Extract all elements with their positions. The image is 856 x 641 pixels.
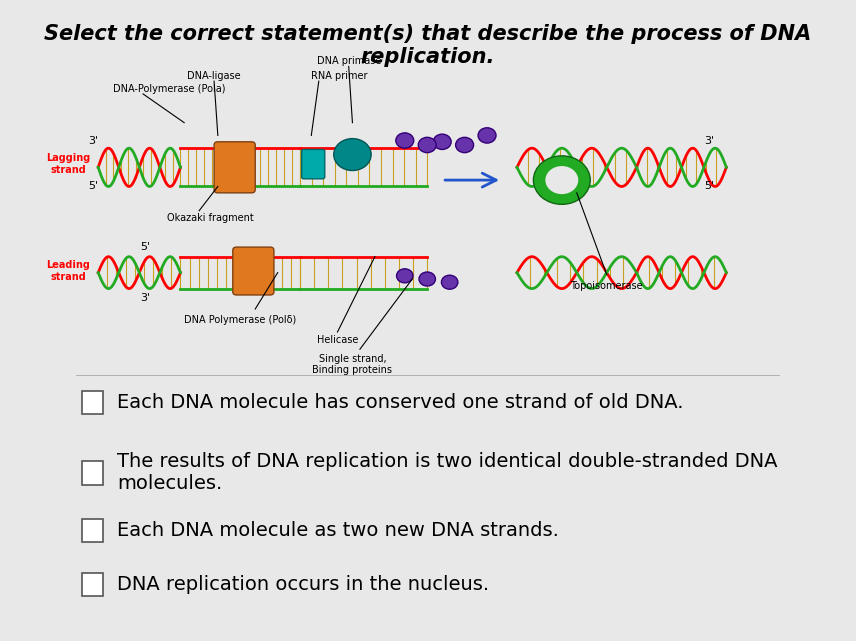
Text: 5': 5' bbox=[88, 181, 98, 192]
Text: Helicase: Helicase bbox=[317, 335, 358, 345]
Text: DNA-ligase: DNA-ligase bbox=[187, 71, 241, 81]
Circle shape bbox=[455, 137, 473, 153]
Circle shape bbox=[478, 128, 496, 143]
Circle shape bbox=[419, 137, 437, 153]
Text: Lagging
strand: Lagging strand bbox=[46, 153, 91, 175]
Circle shape bbox=[396, 269, 413, 283]
FancyBboxPatch shape bbox=[233, 247, 274, 295]
Text: Topoisomerase: Topoisomerase bbox=[570, 281, 643, 291]
Circle shape bbox=[395, 133, 413, 148]
Circle shape bbox=[545, 166, 579, 194]
Text: Okazaki fragment: Okazaki fragment bbox=[167, 213, 253, 223]
Circle shape bbox=[533, 156, 591, 204]
Text: 5': 5' bbox=[704, 181, 714, 192]
FancyBboxPatch shape bbox=[81, 462, 104, 485]
Text: DNA Polymerase (Polδ): DNA Polymerase (Polδ) bbox=[184, 315, 296, 326]
Text: DNA replication occurs in the nucleus.: DNA replication occurs in the nucleus. bbox=[117, 575, 489, 594]
FancyBboxPatch shape bbox=[214, 142, 255, 193]
Text: Select the correct statement(s) that describe the process of DNA replication.: Select the correct statement(s) that des… bbox=[44, 24, 811, 67]
Text: Leading
strand: Leading strand bbox=[46, 260, 90, 281]
Text: DNA primase: DNA primase bbox=[317, 56, 381, 67]
Text: The results of DNA replication is two identical double-stranded DNA
molecules.: The results of DNA replication is two id… bbox=[117, 453, 777, 494]
Text: Single strand,
Binding proteins: Single strand, Binding proteins bbox=[312, 354, 392, 375]
Circle shape bbox=[442, 275, 458, 289]
FancyBboxPatch shape bbox=[301, 149, 324, 179]
FancyBboxPatch shape bbox=[81, 391, 104, 414]
Text: 3': 3' bbox=[88, 135, 98, 146]
Text: Each DNA molecule as two new DNA strands.: Each DNA molecule as two new DNA strands… bbox=[117, 521, 559, 540]
Text: 3': 3' bbox=[704, 135, 714, 146]
Circle shape bbox=[334, 138, 372, 171]
Circle shape bbox=[433, 134, 451, 149]
FancyBboxPatch shape bbox=[81, 573, 104, 596]
Text: 5': 5' bbox=[140, 242, 151, 252]
Text: 3': 3' bbox=[140, 293, 151, 303]
FancyBboxPatch shape bbox=[81, 519, 104, 542]
Text: RNA primer: RNA primer bbox=[312, 71, 368, 81]
Text: DNA-Polymerase (Pola): DNA-Polymerase (Pola) bbox=[113, 84, 226, 94]
Circle shape bbox=[419, 272, 436, 286]
Text: Each DNA molecule has conserved one strand of old DNA.: Each DNA molecule has conserved one stra… bbox=[117, 393, 683, 412]
